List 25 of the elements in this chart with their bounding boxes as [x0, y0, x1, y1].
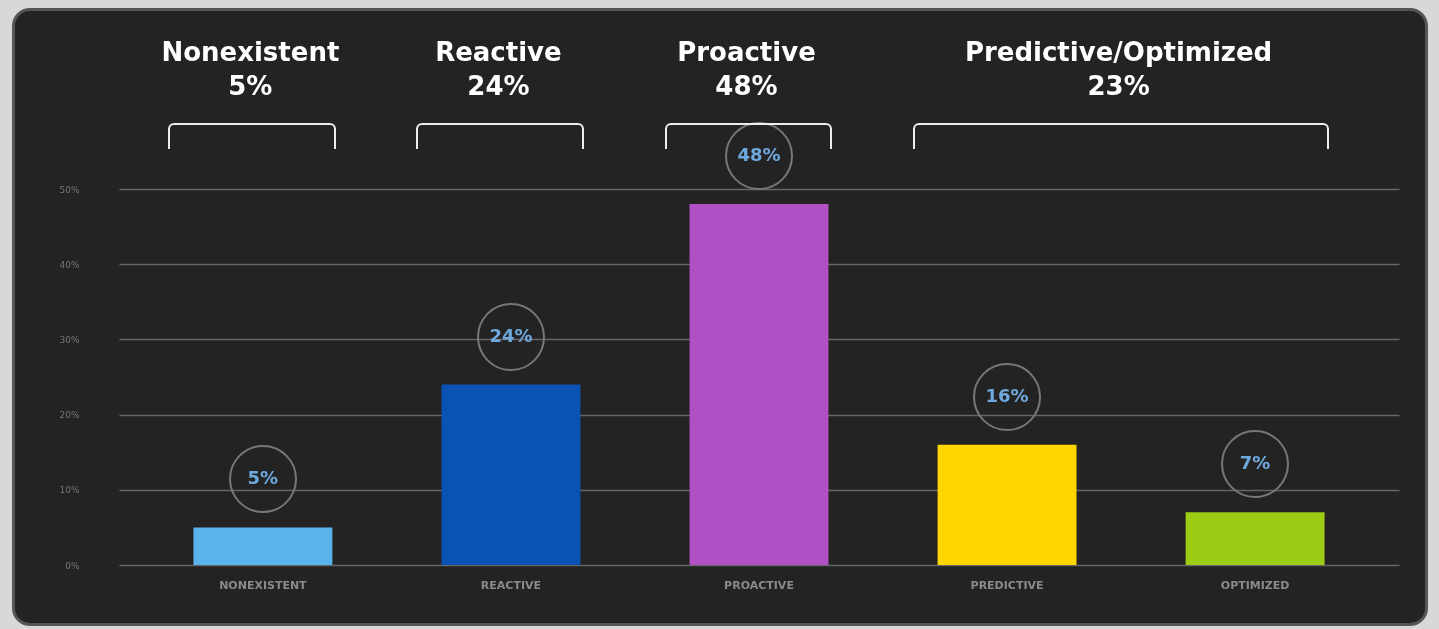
text: Nonexistent 5%: [161, 36, 340, 103]
x-tick-label: OPTIMIZED: [1220, 578, 1290, 592]
x-tick-label: REACTIVE: [480, 578, 542, 592]
x-tick-label: PROACTIVE: [724, 578, 794, 592]
data-label: 7%: [1239, 452, 1271, 474]
y-tick-label: 50%: [59, 184, 80, 195]
y-tick-label: 40%: [59, 259, 80, 270]
y-tick-label: 0%: [65, 560, 80, 571]
data-label: 5%: [247, 467, 279, 489]
y-tick-label: 20%: [59, 410, 80, 421]
data-label: 16%: [985, 384, 1029, 406]
bar: [689, 204, 829, 565]
x-tick-label: PREDICTIVE: [970, 578, 1044, 592]
y-tick-label: 10%: [59, 485, 80, 496]
bar: [937, 444, 1077, 565]
bar: [193, 527, 333, 565]
bar: [441, 384, 581, 565]
text: Reactive 24%: [435, 36, 562, 103]
text: Predictive/Optimized 23%: [964, 36, 1273, 103]
bar: [1185, 512, 1325, 565]
y-tick-label: 30%: [59, 334, 80, 345]
data-label: 48%: [737, 144, 781, 166]
text: Proactive 48%: [677, 36, 816, 103]
x-tick-label: NONEXISTENT: [219, 578, 308, 592]
data-label: 24%: [489, 324, 533, 346]
